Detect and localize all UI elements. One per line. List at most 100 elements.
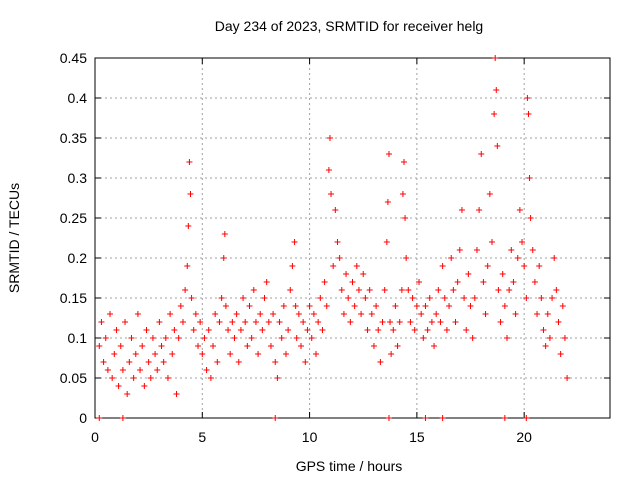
data-point [147,375,154,381]
data-point [338,287,345,293]
data-point [492,55,499,61]
data-point [113,327,120,333]
data-point [561,335,568,341]
data-point [409,295,416,301]
zero-marker [385,415,392,421]
data-point [154,367,161,373]
data-point [343,271,350,277]
y-tick-label: 0.3 [68,170,88,186]
data-point [347,319,354,325]
data-point [456,247,463,253]
data-point [534,311,541,317]
data-point [424,327,431,333]
data-point [373,303,380,309]
data-point [265,319,272,325]
data-point [292,303,299,309]
data-point [501,303,508,309]
data-point [431,343,438,349]
data-point [510,279,517,285]
data-point [384,199,391,205]
data-point [326,135,333,141]
data-point [248,335,255,341]
data-point [259,327,266,333]
data-point [366,287,373,293]
data-point [523,295,530,301]
data-point [149,335,156,341]
data-point [285,327,292,333]
data-point [362,295,369,301]
data-point [387,319,394,325]
data-point [308,335,315,341]
data-point [519,239,526,245]
data-point [233,311,240,317]
data-point [446,303,453,309]
data-point [220,255,227,261]
data-point [504,335,510,341]
data-point [190,327,197,333]
data-point [544,311,551,317]
data-point [280,303,287,309]
data-point [231,335,238,341]
data-point [261,295,268,301]
data-point [439,263,446,269]
data-point [171,327,178,333]
data-point [313,351,320,357]
data-point [323,303,330,309]
data-point [195,343,201,349]
data-point [293,335,300,341]
data-point [115,383,122,389]
data-point [491,111,498,117]
x-tick-label: 15 [409,429,425,445]
y-tick-label: 0.2 [68,250,88,266]
data-point [559,303,566,309]
zero-marker [439,415,446,421]
data-point [122,319,129,325]
data-point [143,327,150,333]
data-point [267,343,274,349]
data-point [104,367,111,373]
data-point [332,207,339,213]
x-tick-label: 10 [302,429,318,445]
data-point [385,151,392,157]
data-point [128,335,135,341]
data-point [225,327,232,333]
data-point [291,239,298,245]
data-point [368,311,375,317]
data-point [484,263,491,269]
data-point [340,311,347,317]
data-point [540,327,547,333]
data-point [246,303,253,309]
data-point [458,207,465,213]
data-point [364,327,371,333]
data-point [555,319,562,325]
data-point [345,295,352,301]
data-point [300,319,307,325]
data-point [506,287,513,293]
data-point [250,287,257,293]
grid-lines [95,58,610,418]
data-point [407,319,414,325]
data-point [467,303,474,309]
data-point [375,327,382,333]
y-axis-label: SRMTID / TECUs [6,183,22,293]
data-point [398,287,405,293]
data-point [102,335,109,341]
data-point [117,343,124,349]
plot-frame [94,57,611,419]
y-tick-label: 0.05 [60,370,87,386]
data-point [98,319,105,325]
zero-marker [96,415,103,421]
data-point [158,343,165,349]
data-point [276,319,283,325]
data-point [396,319,403,325]
data-point [139,343,146,349]
x-tick-label: 5 [198,429,206,445]
data-point [272,359,279,365]
data-point [514,255,521,261]
data-point [403,255,410,261]
data-point [240,295,247,301]
data-point [497,319,504,325]
data-point [229,319,236,325]
data-point [257,311,264,317]
data-point [551,255,558,261]
